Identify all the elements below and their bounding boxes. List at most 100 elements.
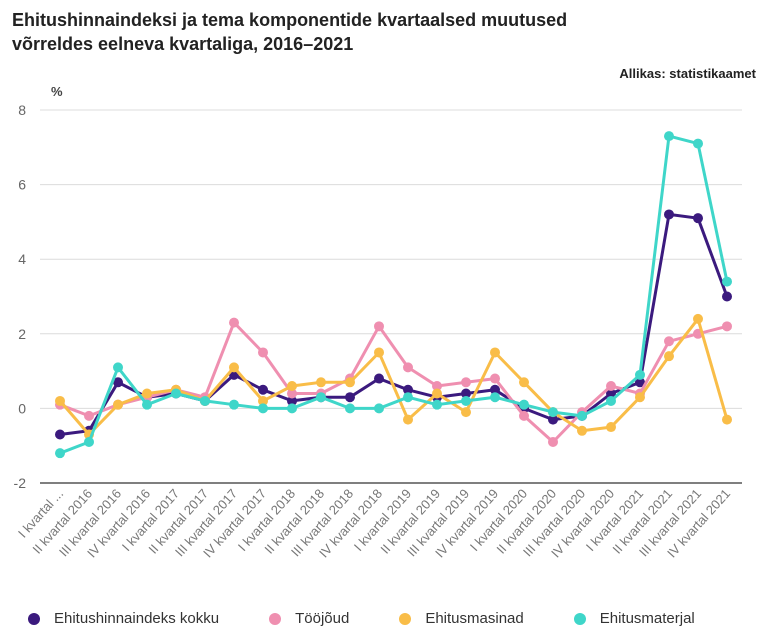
data-point <box>345 392 355 403</box>
y-tick-label: 0 <box>18 400 26 416</box>
data-point <box>664 131 674 142</box>
data-point <box>258 395 268 406</box>
data-point <box>519 410 529 421</box>
data-point <box>461 388 471 399</box>
data-point <box>345 377 355 388</box>
data-point <box>722 414 732 425</box>
chart-title-line2: võrreldes eelneva kvartaliga, 2016–2021 <box>12 34 354 54</box>
data-point <box>287 388 297 399</box>
data-point <box>693 313 703 324</box>
data-point <box>461 407 471 418</box>
data-point <box>490 347 500 358</box>
data-point <box>84 436 94 447</box>
data-point <box>287 395 297 406</box>
data-point <box>548 436 558 447</box>
data-point <box>461 395 471 406</box>
data-point <box>229 399 239 410</box>
data-point <box>287 403 297 414</box>
legend-marker <box>573 612 586 625</box>
data-point <box>55 448 65 459</box>
data-point <box>490 384 500 395</box>
legend-label: Tööjõud <box>295 610 350 627</box>
data-point <box>113 399 123 410</box>
y-tick-label: 8 <box>18 102 26 118</box>
data-point <box>722 276 732 287</box>
data-point <box>577 410 587 421</box>
series-line-4 <box>58 134 729 455</box>
legend-marker <box>269 612 282 625</box>
legend-label: Ehitushinnaindeks kokku <box>54 610 220 627</box>
legend-item-3: Ehitusmasinad <box>399 610 524 627</box>
data-point <box>606 381 616 392</box>
y-tick-label: -2 <box>14 475 27 491</box>
data-point <box>316 377 326 388</box>
data-point <box>374 347 384 358</box>
data-point <box>432 388 442 399</box>
y-tick-label: 2 <box>18 326 26 342</box>
data-point <box>200 395 210 406</box>
data-point <box>142 399 152 410</box>
data-point <box>635 392 645 403</box>
data-point <box>664 351 674 362</box>
data-point <box>490 392 500 403</box>
y-tick-label: 6 <box>18 177 26 193</box>
data-point <box>577 425 587 436</box>
data-point <box>635 369 645 380</box>
data-point <box>84 410 94 421</box>
data-point <box>722 321 732 332</box>
data-point <box>693 138 703 149</box>
legend-label: Ehitusmasinad <box>425 610 524 627</box>
data-point <box>229 362 239 373</box>
data-point <box>606 422 616 433</box>
data-point <box>519 377 529 388</box>
data-point <box>113 377 123 388</box>
data-point <box>374 403 384 414</box>
data-point <box>55 395 65 406</box>
legend-item-2: Tööjõud <box>269 610 349 627</box>
y-tick-label: 4 <box>18 251 26 267</box>
data-point <box>490 373 500 384</box>
series-line-3 <box>58 317 729 436</box>
data-point <box>461 377 471 388</box>
data-point <box>606 395 616 406</box>
data-point <box>403 362 413 373</box>
data-point <box>258 384 268 395</box>
data-point <box>316 392 326 403</box>
source-note: Allikas: statistikaamet <box>619 66 756 81</box>
data-point <box>693 213 703 224</box>
data-point <box>519 399 529 410</box>
data-point <box>722 291 732 302</box>
data-point <box>374 373 384 384</box>
data-point <box>606 388 616 399</box>
chart-title-line1: Ehitushinnaindeksi ja tema komponentide … <box>12 10 568 30</box>
data-point <box>113 362 123 373</box>
legend-item-1: Ehitushinnaindeks kokku <box>28 610 219 627</box>
y-axis-unit: % <box>51 84 63 99</box>
chart-legend: Ehitushinnaindeks kokku Tööjõud Ehitusmasi… <box>28 610 745 627</box>
data-point <box>403 392 413 403</box>
data-point <box>345 403 355 414</box>
data-point <box>55 429 65 440</box>
data-point <box>258 347 268 358</box>
legend-label: Ehitusmaterjal <box>599 610 695 627</box>
data-point <box>548 414 558 425</box>
chart-title: Ehitushinnaindeksi ja tema komponentide … <box>12 8 752 56</box>
data-point <box>258 403 268 414</box>
data-point <box>374 321 384 332</box>
data-point <box>664 336 674 347</box>
data-point <box>229 317 239 328</box>
data-point <box>664 209 674 220</box>
data-point <box>432 399 442 410</box>
legend-item-4: Ehitusmaterjal <box>573 610 695 627</box>
data-point <box>403 414 413 425</box>
data-point <box>548 407 558 418</box>
data-point <box>432 381 442 392</box>
legend-marker <box>28 612 40 625</box>
data-point <box>287 381 297 392</box>
data-point <box>403 384 413 395</box>
data-point <box>142 388 152 399</box>
data-point <box>635 377 645 388</box>
legend-marker <box>399 612 412 625</box>
data-point <box>171 388 181 399</box>
